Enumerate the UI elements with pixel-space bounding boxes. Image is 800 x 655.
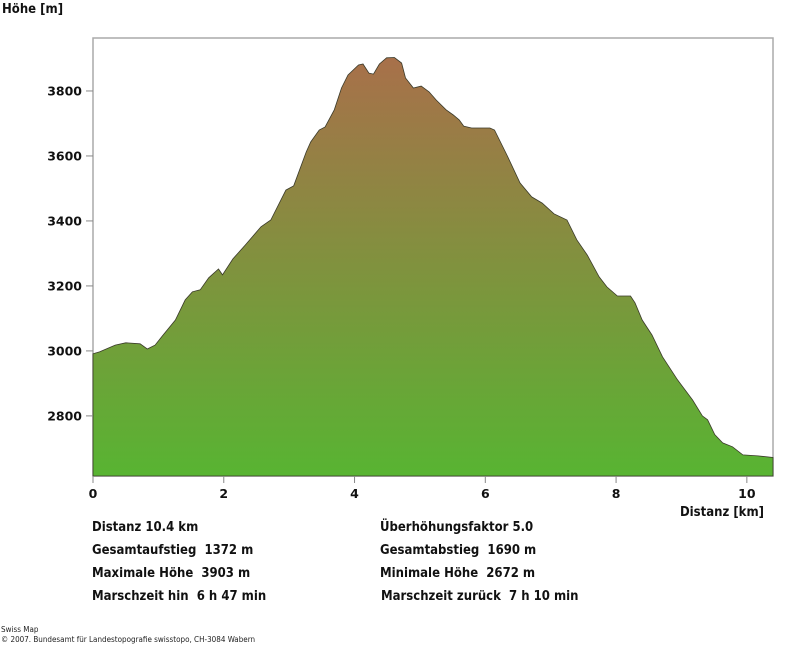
x-tick-label: 10 [738, 486, 756, 501]
footer-copyright: © 2007. Bundesamt für Landestopografie s… [1, 635, 256, 644]
y-tick-label: 3800 [47, 83, 82, 98]
stat-time-back: Marschzeit zurück 7 h 10 min [381, 589, 579, 604]
x-axis-label: Distanz [km] [679, 505, 764, 520]
y-tick-label: 3600 [47, 148, 82, 163]
x-tick-label: 6 [481, 486, 490, 501]
stat-time-there: Marschzeit hin 6 h 47 min [92, 589, 267, 604]
stat-max-elevation: Maximale Höhe 3903 m [92, 566, 251, 581]
stat-min-elevation: Minimale Höhe 2672 m [380, 566, 536, 581]
y-tick-label: 3400 [47, 213, 82, 228]
stat-ascent: Gesamtaufstieg 1372 m [92, 543, 254, 558]
y-tick-label: 2800 [47, 408, 82, 423]
x-tick-label: 8 [612, 486, 621, 501]
stat-exaggeration: Überhöhungsfaktor 5.0 [380, 520, 534, 535]
y-axis-label: Höhe [m] [2, 2, 64, 17]
y-tick-label: 3000 [47, 343, 82, 358]
stat-distance: Distanz 10.4 km [92, 520, 199, 535]
x-axis: 0 2 4 6 8 10 [89, 476, 756, 501]
y-tick-label: 3200 [47, 278, 82, 293]
y-axis: 2800 3000 3200 3400 3600 3800 [47, 83, 93, 423]
footer-title: Swiss Map [1, 625, 39, 634]
elevation-area [92, 57, 774, 477]
elevation-profile-chart: 2800 3000 3200 3400 3600 3800 0 2 4 6 8 10 [47, 37, 774, 501]
x-tick-label: 0 [89, 486, 98, 501]
x-tick-label: 4 [350, 486, 359, 501]
x-tick-label: 2 [219, 486, 228, 501]
stat-descent: Gesamtabstieg 1690 m [380, 543, 537, 558]
